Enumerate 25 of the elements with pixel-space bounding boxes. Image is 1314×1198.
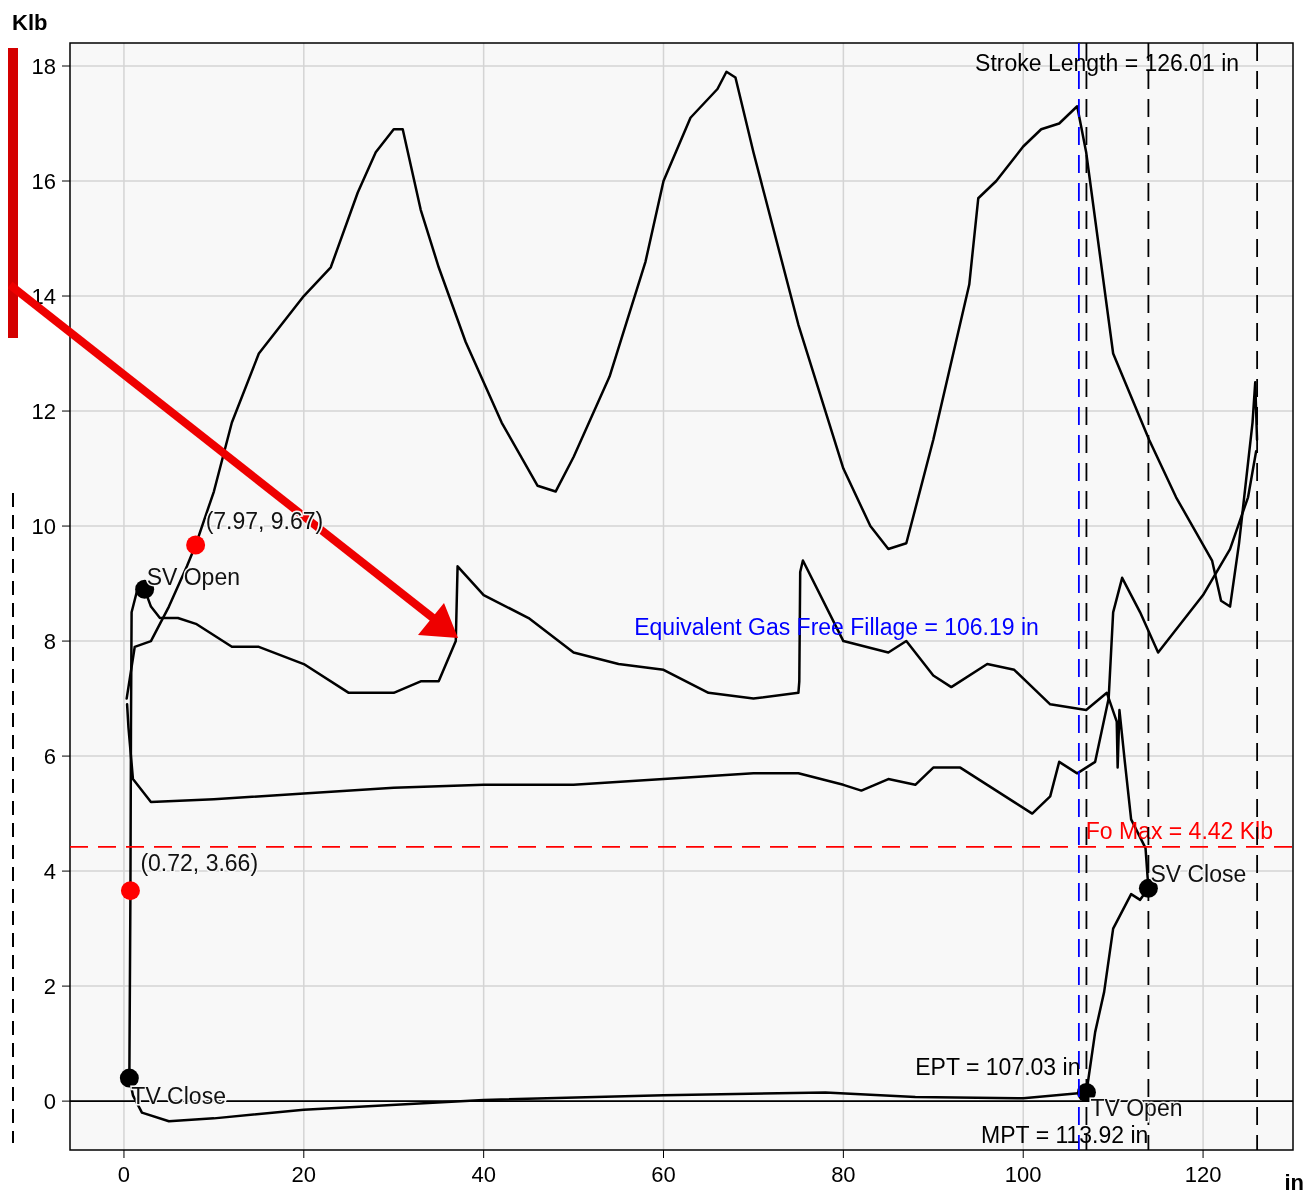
- annotation: TV Open: [1090, 1095, 1183, 1122]
- x-tick-label: 0: [117, 1162, 131, 1187]
- x-tick-label: 40: [471, 1162, 496, 1187]
- y-tick-label: 6: [43, 744, 56, 770]
- annotation: (0.72, 3.66): [140, 849, 259, 876]
- x-tick-label: 20: [291, 1162, 317, 1187]
- x-tick-label: 120: [1184, 1162, 1222, 1187]
- y-tick-label: 10: [31, 514, 56, 540]
- y-tick-label: 16: [31, 169, 56, 195]
- x-tick-label: 80: [831, 1162, 856, 1187]
- annotation: SV Close: [1150, 861, 1247, 888]
- y-axis-title: Klb: [12, 10, 48, 35]
- ref-line-label: MPT = 113.92 in: [981, 1121, 1149, 1148]
- y-tick-label: 0: [43, 1089, 56, 1115]
- x-tick-label: 60: [651, 1162, 676, 1187]
- ref-line-label: Stroke Length = 126.01 in: [975, 50, 1240, 76]
- x-tick-label: 100: [1004, 1162, 1042, 1187]
- y-tick-label: 4: [43, 859, 56, 885]
- y-tick-label: 18: [31, 54, 56, 79]
- ref-line-label: EPT = 107.03 in: [915, 1054, 1081, 1081]
- x-axis-title: in: [1284, 1170, 1304, 1195]
- y-tick-label: 8: [43, 629, 56, 655]
- annotation: SV Open: [146, 564, 240, 591]
- y-tick-label: 2: [43, 974, 56, 1000]
- y-tick-label: 12: [31, 399, 56, 425]
